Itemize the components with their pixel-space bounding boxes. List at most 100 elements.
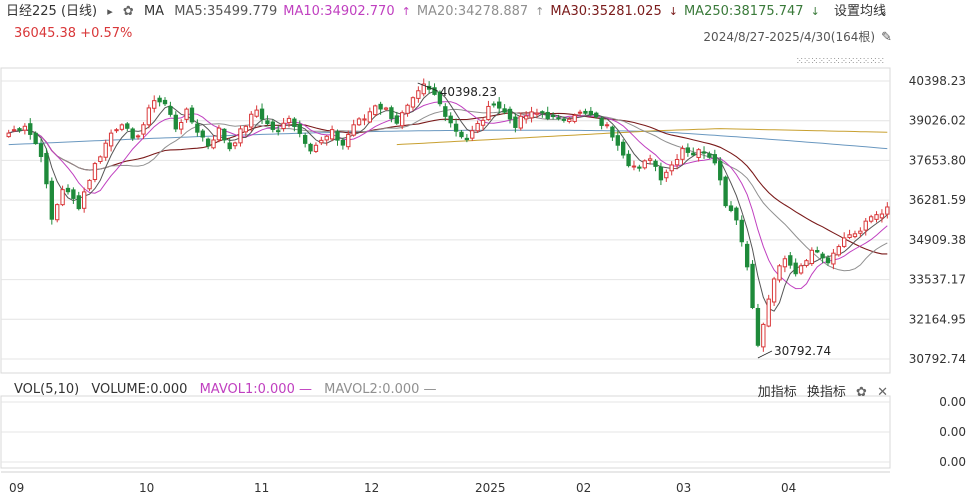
ma-trend-arrow: ↓: [668, 5, 678, 18]
mavol2-value: MAVOL2:0.000 —: [324, 382, 437, 397]
drag-handle-icon[interactable]: ⁙⁙⁙⁙⁙⁙⁙⁙⁙⁙⁙⁙: [795, 56, 885, 67]
candle: [22, 125, 28, 131]
candle: [135, 135, 141, 138]
candle: [319, 139, 324, 144]
candle: [400, 112, 405, 127]
price-change: +0.57%: [80, 26, 133, 41]
candle: [17, 128, 22, 131]
switch-indicator-button[interactable]: 换指标: [806, 385, 846, 400]
candle: [847, 234, 852, 238]
candle: [809, 249, 815, 265]
candle: [583, 110, 588, 114]
candle: [373, 105, 378, 116]
candle: [507, 108, 513, 120]
candle: [820, 253, 825, 259]
candle: [76, 195, 81, 210]
candle: [270, 121, 275, 130]
x-tick-label: 11: [254, 481, 269, 495]
candle: [626, 153, 631, 167]
candle: [152, 100, 157, 109]
ma-settings-button[interactable]: 设置均线: [833, 4, 886, 19]
mavol1-value: MAVOL1:0.000 —: [199, 382, 312, 397]
gear-icon[interactable]: ✿: [856, 385, 867, 400]
candle: [168, 106, 173, 115]
candle: [329, 129, 335, 140]
candle: [502, 108, 507, 113]
candle: [351, 124, 356, 136]
candle: [98, 156, 103, 162]
candle: [863, 220, 868, 231]
ma-values: MA5:35499.779 MA10:34902.770 ↑ MA20:34278.8…: [174, 4, 826, 19]
close-icon[interactable]: ✕: [877, 385, 888, 400]
low-marker-line: [757, 350, 773, 359]
candle: [788, 255, 793, 266]
candle: [540, 111, 545, 114]
candle: [599, 117, 604, 126]
candle: [232, 142, 238, 147]
candle: [572, 114, 577, 122]
candle: [567, 118, 572, 122]
candle: [227, 142, 232, 150]
play-icon[interactable]: ▸: [107, 5, 113, 18]
vol-label[interactable]: VOL(5,10): [14, 382, 80, 397]
candle: [108, 132, 114, 147]
candle: [534, 112, 540, 115]
candle: [637, 166, 642, 169]
gear-icon[interactable]: ✿: [122, 4, 134, 19]
price-readout: 36045.38 +0.57%: [14, 26, 132, 41]
x-tick-label: 03: [676, 481, 691, 495]
candle: [119, 124, 125, 130]
candle: [518, 115, 523, 129]
date-range-label: 2024/8/27-2025/4/30(164根) ✎: [703, 30, 892, 45]
chevron-down-icon[interactable]: ⌄: [878, 5, 888, 18]
y-tick-label: 33537.17: [909, 273, 966, 287]
candle: [718, 160, 723, 181]
ma-value-4: MA250:38175.747: [683, 4, 804, 19]
candle: [130, 128, 135, 139]
vol-tick-label: 0.00: [939, 395, 966, 409]
candle: [615, 135, 620, 146]
symbol-label[interactable]: 日经225 (日线): [6, 4, 98, 19]
candle: [631, 165, 637, 168]
candle: [378, 103, 383, 110]
candle: [739, 219, 744, 243]
candle: [55, 204, 60, 221]
candle: [173, 114, 178, 130]
candle: [87, 179, 92, 190]
candle: [610, 126, 615, 138]
ma-trend-arrow: ↑: [535, 5, 545, 18]
add-indicator-button[interactable]: 加指标: [757, 385, 797, 400]
candle: [276, 130, 281, 133]
candle: [416, 90, 421, 99]
candle: [815, 250, 820, 253]
candle: [712, 154, 717, 164]
candle: [114, 129, 119, 132]
candle: [480, 119, 486, 126]
candle: [766, 298, 771, 327]
candle: [200, 130, 205, 138]
candle: [545, 111, 550, 119]
chart-legend: 日经225 (日线) ▸ ✿ MA MA5:35499.779 MA10:3490…: [6, 3, 832, 21]
vol-tick-label: 0.00: [939, 455, 966, 469]
pin-icon[interactable]: ✎: [881, 30, 892, 45]
candle: [65, 187, 71, 193]
candle: [243, 125, 249, 133]
candle: [383, 107, 389, 110]
y-tick-label: 40398.23: [909, 74, 966, 88]
x-tick-label: 02: [576, 481, 591, 495]
ma-value-0: MA5:35499.779: [174, 4, 278, 19]
candle: [286, 117, 292, 124]
candle: [836, 246, 841, 256]
candle: [879, 213, 885, 219]
vol-tick-label: 0.00: [939, 425, 966, 439]
candle: [523, 115, 529, 120]
ma-long-line: [8, 129, 888, 150]
candle: [453, 123, 459, 132]
candle: [782, 258, 788, 268]
candle: [394, 115, 399, 124]
candle: [362, 118, 367, 121]
candle: [146, 107, 152, 126]
x-tick-label: 2025: [475, 481, 506, 495]
candle: [184, 108, 189, 120]
